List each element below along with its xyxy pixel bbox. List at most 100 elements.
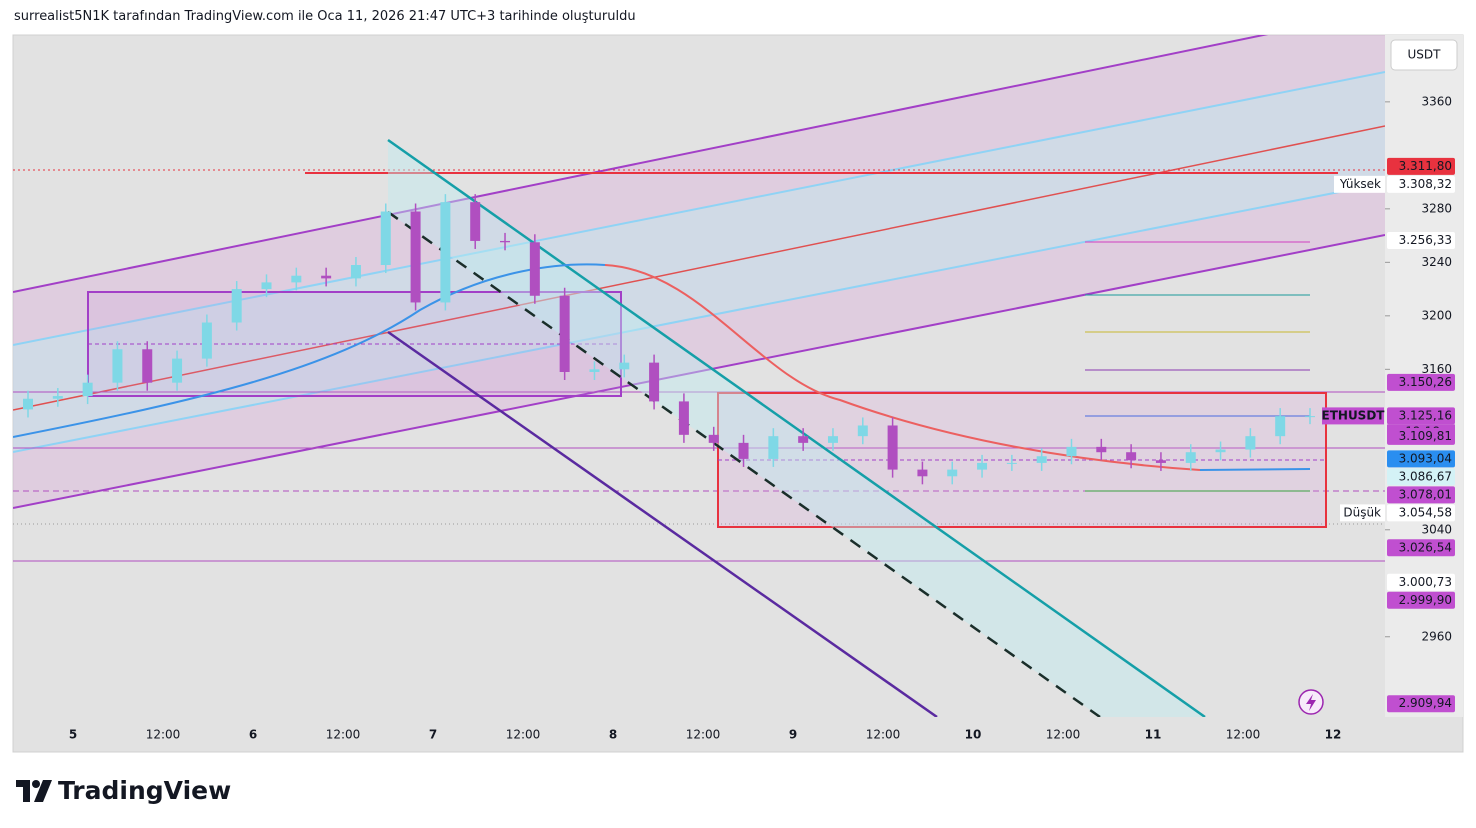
candle-body — [470, 202, 481, 241]
candle-body — [917, 469, 928, 477]
channel-top — [13, 35, 1269, 293]
x-tick-label: 12:00 — [686, 728, 721, 742]
candle-body — [1096, 446, 1107, 453]
candle-body — [350, 265, 361, 279]
price-label-box — [1387, 468, 1455, 486]
candle-body — [380, 211, 391, 266]
y-tick-label: 3360 — [1421, 94, 1452, 108]
candle-body — [142, 349, 153, 383]
candle-body — [529, 242, 540, 296]
x-tick-label: 12:00 — [326, 728, 361, 742]
y-tick-label: 3280 — [1421, 201, 1452, 215]
candle-body — [172, 358, 183, 383]
currency: USDT — [1408, 48, 1442, 62]
symbol: ETHUSDT — [1322, 408, 1386, 422]
candle-body — [589, 369, 600, 372]
price-label-box — [1387, 175, 1455, 193]
candle-body — [1155, 460, 1166, 463]
candle-body — [708, 434, 719, 443]
candle-body — [1245, 436, 1256, 450]
high-label: Yüksek — [1339, 177, 1381, 191]
y-tick-label: 3160 — [1421, 362, 1452, 376]
x-tick-label: 11 — [1145, 728, 1162, 742]
y-tick-label: 3040 — [1421, 522, 1452, 536]
price-label: 3.109,81 — [1399, 429, 1452, 443]
candle-body — [23, 398, 33, 410]
brand-name: TradingView — [58, 776, 232, 805]
price-label-box — [1387, 157, 1455, 175]
down-line — [387, 138, 1206, 717]
price-label: 3.000,73 — [1399, 575, 1452, 589]
price-label-box — [1387, 504, 1455, 522]
price-label-box — [1387, 486, 1455, 504]
price-label: 3.125,16 — [1399, 408, 1452, 422]
price-label-box — [1387, 695, 1455, 713]
y-tick-label: 3240 — [1421, 255, 1452, 269]
channel-bottom — [13, 234, 1385, 509]
symbol-box — [1322, 407, 1384, 425]
channel-fill — [13, 35, 1385, 508]
candle-body — [1305, 416, 1315, 418]
candle-body — [1006, 462, 1017, 464]
candle-body — [649, 362, 660, 402]
currency-button[interactable] — [1390, 39, 1458, 71]
x-tick-label: 12:00 — [1046, 728, 1081, 742]
candle-body — [201, 322, 212, 359]
candle-body — [887, 425, 898, 470]
brand: TradingView — [16, 776, 231, 805]
price-label: 2.999,90 — [1399, 593, 1452, 607]
price-label: 2.909,94 — [1399, 696, 1452, 710]
candle-body — [798, 436, 809, 443]
candle-body — [231, 289, 242, 323]
price-label-box — [1387, 427, 1455, 445]
high-tag — [1334, 175, 1385, 193]
candle-body — [1036, 456, 1047, 463]
x-tick-label: 6 — [249, 728, 257, 742]
x-tick-label: 12:00 — [146, 728, 181, 742]
chart: USDT 3360 3280 3240 3200 3160 3040 2960 3.311,8… — [12, 34, 1464, 753]
logo — [16, 779, 52, 802]
x-tick-label: 12:00 — [1226, 728, 1261, 742]
price-label-box — [1387, 539, 1455, 557]
candle-body — [1275, 416, 1286, 437]
candle-body — [1066, 446, 1077, 457]
candle-body — [768, 436, 779, 459]
x-tick-label: 10 — [965, 728, 982, 742]
price-label: 3.256,33 — [1399, 233, 1452, 247]
price-label: 3.150,26 — [1399, 375, 1452, 389]
candle-body — [857, 425, 868, 437]
price-label: 3.078,01 — [1399, 487, 1452, 501]
candle-body — [977, 462, 988, 470]
price-label: 3.093,04 — [1399, 451, 1452, 465]
x-tick-label: 12:00 — [506, 728, 541, 742]
down-line — [387, 330, 938, 717]
price-label: 3.054,58 — [1399, 505, 1452, 519]
y-tick-label: 2960 — [1421, 629, 1452, 643]
candle-body — [619, 362, 630, 370]
candle-body — [52, 396, 63, 399]
candle-body — [82, 382, 93, 397]
low-tag — [1340, 504, 1385, 522]
candle-body — [321, 275, 332, 279]
y-tick-label: 3200 — [1421, 308, 1452, 322]
moving-average — [604, 264, 1201, 471]
moving-average — [1199, 468, 1311, 471]
candle-body — [500, 240, 511, 243]
drawings — [13, 35, 1385, 717]
x-tick-label: 9 — [789, 728, 797, 742]
x-tick-label: 5 — [69, 728, 77, 742]
candle-body — [291, 275, 302, 283]
x-tick-label: 8 — [609, 728, 617, 742]
lightning-icon[interactable] — [1298, 689, 1324, 715]
candles — [23, 194, 1315, 485]
price-label: 3.311,80 — [1399, 159, 1452, 173]
price-label: 3.026,54 — [1399, 540, 1452, 554]
candle-body — [827, 436, 838, 443]
x-tick-label: 12 — [1325, 728, 1342, 742]
candle-body — [1185, 452, 1196, 463]
x-tick-label: 7 — [429, 728, 437, 742]
price-label-box — [1387, 231, 1455, 249]
price-label-box — [1387, 373, 1455, 391]
price-label-box — [1387, 591, 1455, 609]
candle-body — [1215, 449, 1226, 453]
